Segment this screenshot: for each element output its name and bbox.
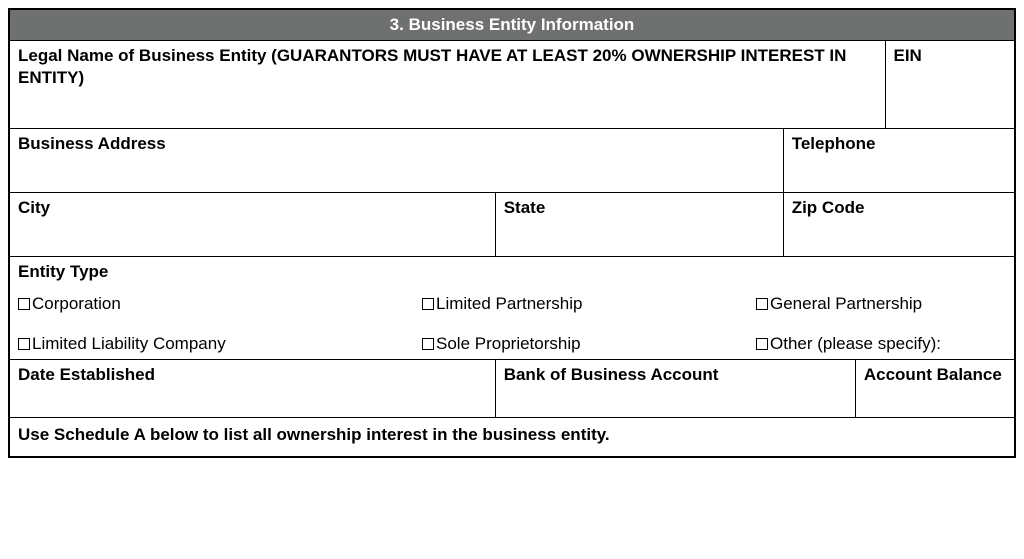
- footer-text: Use Schedule A below to list all ownersh…: [18, 425, 610, 444]
- label-city: City: [18, 198, 50, 217]
- option-llc: Limited Liability Company: [32, 334, 226, 353]
- label-business-address: Business Address: [18, 134, 166, 153]
- section-header: 3. Business Entity Information: [9, 9, 1015, 41]
- checkbox-icon: [756, 338, 768, 350]
- label-date-established: Date Established: [18, 365, 155, 384]
- business-entity-form: 3. Business Entity Information Legal Nam…: [8, 8, 1016, 458]
- field-legal-name[interactable]: Legal Name of Business Entity (GUARANTOR…: [9, 41, 885, 129]
- field-state[interactable]: State: [495, 193, 783, 257]
- footer-note: Use Schedule A below to list all ownersh…: [9, 418, 1015, 458]
- field-business-address[interactable]: Business Address: [9, 129, 783, 193]
- field-bank-account[interactable]: Bank of Business Account: [495, 360, 855, 418]
- label-legal-name: Legal Name of Business Entity (GUARANTOR…: [18, 46, 846, 87]
- label-telephone: Telephone: [792, 134, 876, 153]
- field-ein[interactable]: EIN: [885, 41, 1015, 129]
- label-ein: EIN: [894, 46, 922, 65]
- option-sole-proprietorship: Sole Proprietorship: [436, 334, 581, 353]
- label-bank-account: Bank of Business Account: [504, 365, 719, 384]
- checkbox-general-partnership[interactable]: General Partnership: [756, 293, 1006, 315]
- option-other: Other (please specify):: [770, 334, 941, 353]
- section-title: 3. Business Entity Information: [390, 15, 635, 34]
- checkbox-icon: [422, 298, 434, 310]
- field-telephone[interactable]: Telephone: [783, 129, 1015, 193]
- option-general-partnership: General Partnership: [770, 294, 922, 313]
- checkbox-icon: [18, 298, 30, 310]
- checkbox-icon: [18, 338, 30, 350]
- field-account-balance[interactable]: Account Balance: [855, 360, 1015, 418]
- field-zip[interactable]: Zip Code: [783, 193, 1015, 257]
- checkbox-other[interactable]: Other (please specify):: [756, 333, 1006, 355]
- option-limited-partnership: Limited Partnership: [436, 294, 582, 313]
- checkbox-llc[interactable]: Limited Liability Company: [18, 333, 422, 355]
- label-account-balance: Account Balance: [864, 365, 1002, 384]
- checkbox-icon: [422, 338, 434, 350]
- checkbox-limited-partnership[interactable]: Limited Partnership: [422, 293, 756, 315]
- field-city[interactable]: City: [9, 193, 495, 257]
- label-state: State: [504, 198, 546, 217]
- label-entity-type: Entity Type: [18, 261, 1006, 283]
- checkbox-icon: [756, 298, 768, 310]
- checkbox-corporation[interactable]: Corporation: [18, 293, 422, 315]
- option-corporation: Corporation: [32, 294, 121, 313]
- field-entity-type: Entity Type Corporation Limited Partners…: [9, 257, 1015, 360]
- checkbox-sole-proprietorship[interactable]: Sole Proprietorship: [422, 333, 756, 355]
- field-date-established[interactable]: Date Established: [9, 360, 495, 418]
- label-zip: Zip Code: [792, 198, 865, 217]
